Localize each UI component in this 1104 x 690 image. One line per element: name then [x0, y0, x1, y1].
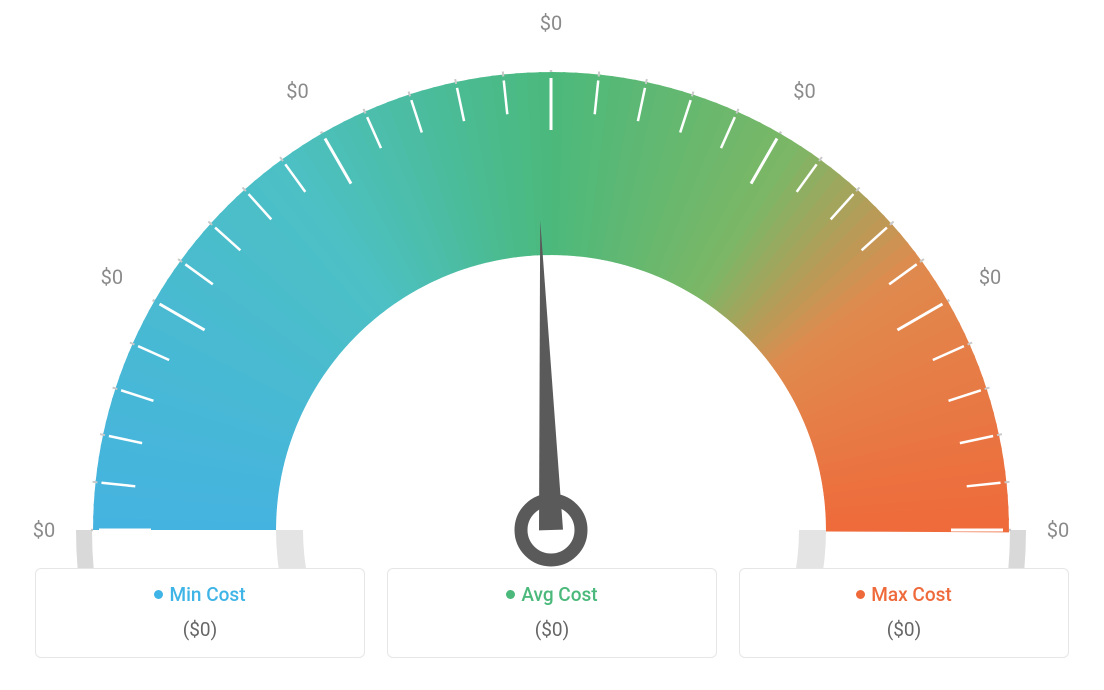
- legend-value-min: ($0): [46, 618, 354, 641]
- legend-title-avg: Avg Cost: [398, 583, 706, 606]
- legend-card-max: Max Cost ($0): [739, 568, 1069, 658]
- legend-title-max: Max Cost: [750, 583, 1058, 606]
- gauge-svg: [0, 0, 1104, 570]
- legend-card-avg: Avg Cost ($0): [387, 568, 717, 658]
- gauge-tick-label: $0: [33, 518, 55, 542]
- legend-card-min: Min Cost ($0): [35, 568, 365, 658]
- legend-label-min: Min Cost: [169, 583, 245, 606]
- gauge-tick-label: $0: [101, 265, 123, 289]
- legend-row: Min Cost ($0) Avg Cost ($0) Max Cost ($0…: [35, 568, 1069, 658]
- legend-label-max: Max Cost: [871, 583, 951, 606]
- legend-dot-avg: [506, 590, 515, 599]
- legend-dot-min: [154, 590, 163, 599]
- gauge-chart: $0 $0 $0 $0 $0 $0 $0: [0, 0, 1104, 570]
- legend-title-min: Min Cost: [46, 583, 354, 606]
- gauge-tick-label: $0: [286, 79, 308, 103]
- gauge-tick-label: $0: [1047, 518, 1069, 542]
- legend-value-max: ($0): [750, 618, 1058, 641]
- legend-dot-max: [856, 590, 865, 599]
- gauge-tick-label: $0: [979, 265, 1001, 289]
- gauge-tick-label: $0: [793, 79, 815, 103]
- legend-value-avg: ($0): [398, 618, 706, 641]
- gauge-tick-label: $0: [540, 11, 562, 35]
- legend-label-avg: Avg Cost: [521, 583, 597, 606]
